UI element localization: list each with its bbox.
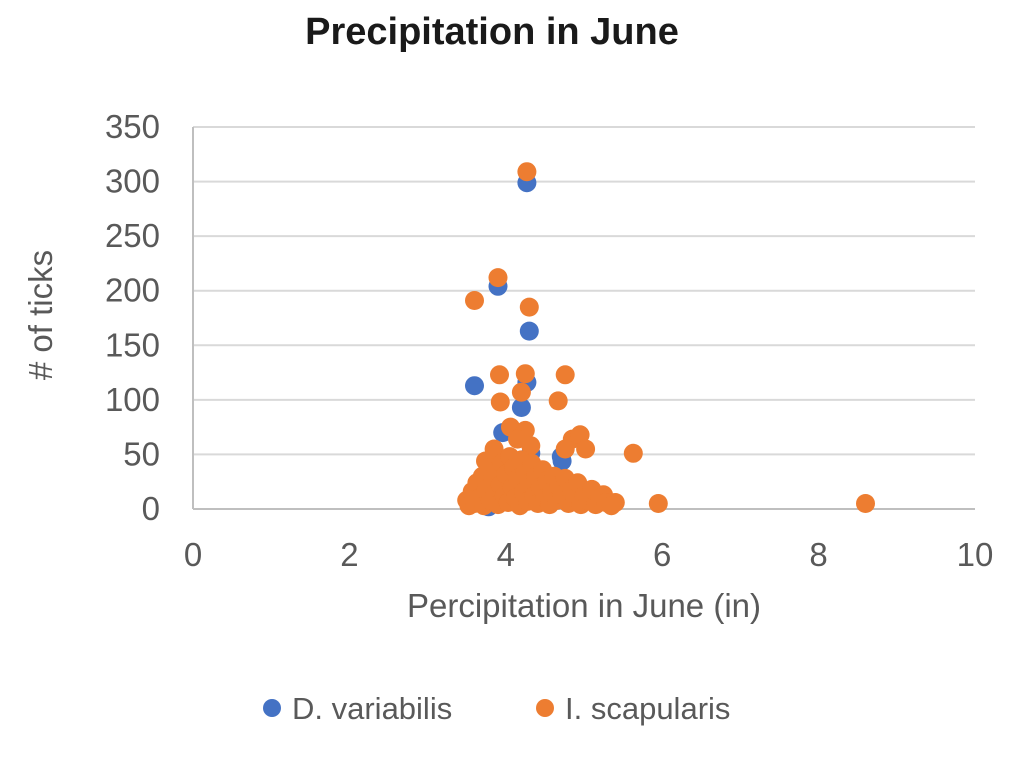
data-point-d-variabilis [511,398,531,417]
y-tick-label-100: 100 [105,381,160,418]
y-tick-label-200: 200 [105,272,160,309]
data-point-i-scapularis [488,268,508,288]
legend: D. variabilis I. scapularis [263,691,730,726]
x-tick-label-4: 4 [497,536,515,573]
data-point-i-scapularis [548,391,568,411]
y-axis-tick-labels: 0 50 100 150 200 250 300 350 [105,108,160,527]
legend-label-d-variabilis: D. variabilis [292,691,452,726]
data-point-i-scapularis [519,297,539,317]
legend-marker-i-scapularis [536,699,554,717]
data-point-i-scapularis [555,439,575,459]
x-tick-label-8: 8 [809,536,827,573]
data-point-i-scapularis [856,494,875,513]
x-axis-title: Percipitation in June (in) [407,587,761,624]
data-point-d-variabilis [465,376,484,396]
x-tick-label-6: 6 [653,536,671,573]
y-tick-label-150: 150 [105,326,160,363]
legend-marker-d-variabilis [263,699,281,717]
x-tick-label-0: 0 [184,536,202,573]
data-point-d-variabilis [519,321,539,341]
chart-title: Precipitation in June [305,11,679,53]
data-point-i-scapularis [517,162,537,182]
x-tick-label-2: 2 [340,536,358,573]
y-axis-title: # of ticks [22,250,59,380]
y-tick-label-300: 300 [105,163,160,200]
y-tick-label-250: 250 [105,217,160,254]
legend-label-i-scapularis: I. scapularis [565,691,730,726]
y-tick-label-50: 50 [123,435,160,472]
data-point-i-scapularis [648,494,668,513]
data-point-i-scapularis [555,365,575,385]
data-point-i-scapularis [521,436,541,456]
scatter-points-group [457,162,875,517]
data-point-i-scapularis [511,382,531,402]
y-tick-label-350: 350 [105,108,160,145]
x-axis-tick-labels: 0 2 4 6 8 10 [184,536,994,573]
data-point-i-scapularis [490,365,509,385]
gridlines-group [192,126,975,510]
x-tick-label-10: 10 [957,536,994,573]
data-point-i-scapularis [601,496,621,516]
y-tick-label-0: 0 [142,490,160,527]
data-point-i-scapularis [515,364,535,384]
data-point-i-scapularis [623,443,643,463]
data-point-i-scapularis [490,392,510,412]
data-point-i-scapularis [465,291,484,310]
data-point-i-scapularis [576,439,596,459]
